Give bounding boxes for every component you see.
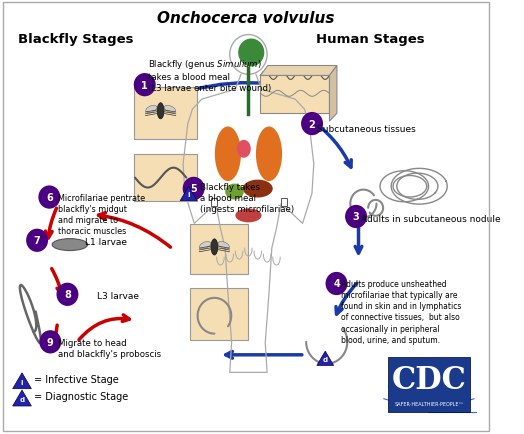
Ellipse shape bbox=[218, 242, 230, 249]
Ellipse shape bbox=[200, 242, 211, 249]
Bar bbox=[190, 224, 248, 274]
Bar bbox=[388, 357, 470, 412]
Circle shape bbox=[135, 75, 155, 96]
Ellipse shape bbox=[237, 141, 251, 158]
Text: Blackfly takes
a blood meal
(ingests microfilariae): Blackfly takes a blood meal (ingests mic… bbox=[200, 183, 293, 214]
Polygon shape bbox=[180, 187, 197, 201]
Polygon shape bbox=[260, 66, 337, 76]
Circle shape bbox=[326, 273, 347, 295]
Text: 9: 9 bbox=[47, 337, 53, 347]
Circle shape bbox=[27, 230, 47, 252]
Polygon shape bbox=[13, 390, 31, 406]
Circle shape bbox=[302, 113, 322, 135]
Text: Microfilariae pentrate
blackfly's midgut
and migrate to
thoracic muscles: Microfilariae pentrate blackfly's midgut… bbox=[58, 193, 145, 236]
Circle shape bbox=[40, 331, 61, 353]
Polygon shape bbox=[317, 351, 334, 365]
Circle shape bbox=[346, 206, 366, 228]
Bar bbox=[134, 155, 197, 202]
Ellipse shape bbox=[52, 239, 88, 251]
Text: = Diagnostic Stage: = Diagnostic Stage bbox=[34, 391, 128, 401]
Text: 6: 6 bbox=[46, 193, 53, 203]
Text: 3: 3 bbox=[353, 212, 359, 222]
Ellipse shape bbox=[225, 184, 244, 200]
Bar bbox=[281, 199, 287, 207]
Bar bbox=[211, 199, 217, 207]
Text: d: d bbox=[323, 356, 328, 362]
Text: L1 larvae: L1 larvae bbox=[84, 238, 127, 247]
Ellipse shape bbox=[256, 127, 282, 182]
Circle shape bbox=[39, 187, 60, 208]
Circle shape bbox=[238, 39, 264, 67]
Circle shape bbox=[183, 178, 204, 200]
Text: Migrate to head
and blackfly's proboscis: Migrate to head and blackfly's proboscis bbox=[58, 339, 161, 358]
Text: i: i bbox=[21, 379, 23, 385]
Text: 4: 4 bbox=[333, 279, 340, 289]
Ellipse shape bbox=[146, 106, 157, 113]
Text: 5: 5 bbox=[190, 184, 197, 194]
Text: CDC: CDC bbox=[391, 365, 466, 395]
Ellipse shape bbox=[243, 180, 272, 198]
Text: d: d bbox=[19, 396, 25, 402]
Ellipse shape bbox=[164, 106, 176, 113]
Bar bbox=[134, 88, 197, 139]
Text: Onchocerca volvulus: Onchocerca volvulus bbox=[157, 11, 335, 26]
Text: Adults in subcutaneous nodule: Adults in subcutaneous nodule bbox=[361, 215, 500, 224]
Text: Blackfly Stages: Blackfly Stages bbox=[18, 33, 134, 46]
Bar bbox=[190, 288, 248, 340]
Text: 8: 8 bbox=[64, 289, 71, 299]
Ellipse shape bbox=[235, 209, 261, 223]
Text: 2: 2 bbox=[309, 119, 315, 129]
Text: SAFER·HEALTHIER·PEOPLE™: SAFER·HEALTHIER·PEOPLE™ bbox=[394, 401, 464, 406]
Text: 1: 1 bbox=[141, 80, 148, 90]
Text: = Infective Stage: = Infective Stage bbox=[34, 374, 119, 384]
Text: i: i bbox=[188, 192, 190, 198]
Text: L3 larvae: L3 larvae bbox=[97, 292, 139, 301]
Ellipse shape bbox=[211, 239, 218, 255]
Text: Adults produce unsheathed
microfilariae that typically are
found in skin and in : Adults produce unsheathed microfilariae … bbox=[342, 279, 462, 344]
Ellipse shape bbox=[215, 127, 241, 182]
Text: 7: 7 bbox=[34, 236, 40, 246]
Polygon shape bbox=[330, 66, 337, 122]
Circle shape bbox=[57, 284, 78, 306]
Text: Human Stages: Human Stages bbox=[316, 33, 424, 46]
Ellipse shape bbox=[157, 103, 164, 119]
Polygon shape bbox=[13, 373, 31, 389]
Text: Blackfly (genus $\it{Simulium}$)
takes a blood meal
(L3 larvae enter bite wound): Blackfly (genus $\it{Simulium}$) takes a… bbox=[148, 57, 271, 92]
Bar bbox=[260, 76, 330, 114]
Text: Subcutaneous tissues: Subcutaneous tissues bbox=[317, 124, 416, 133]
